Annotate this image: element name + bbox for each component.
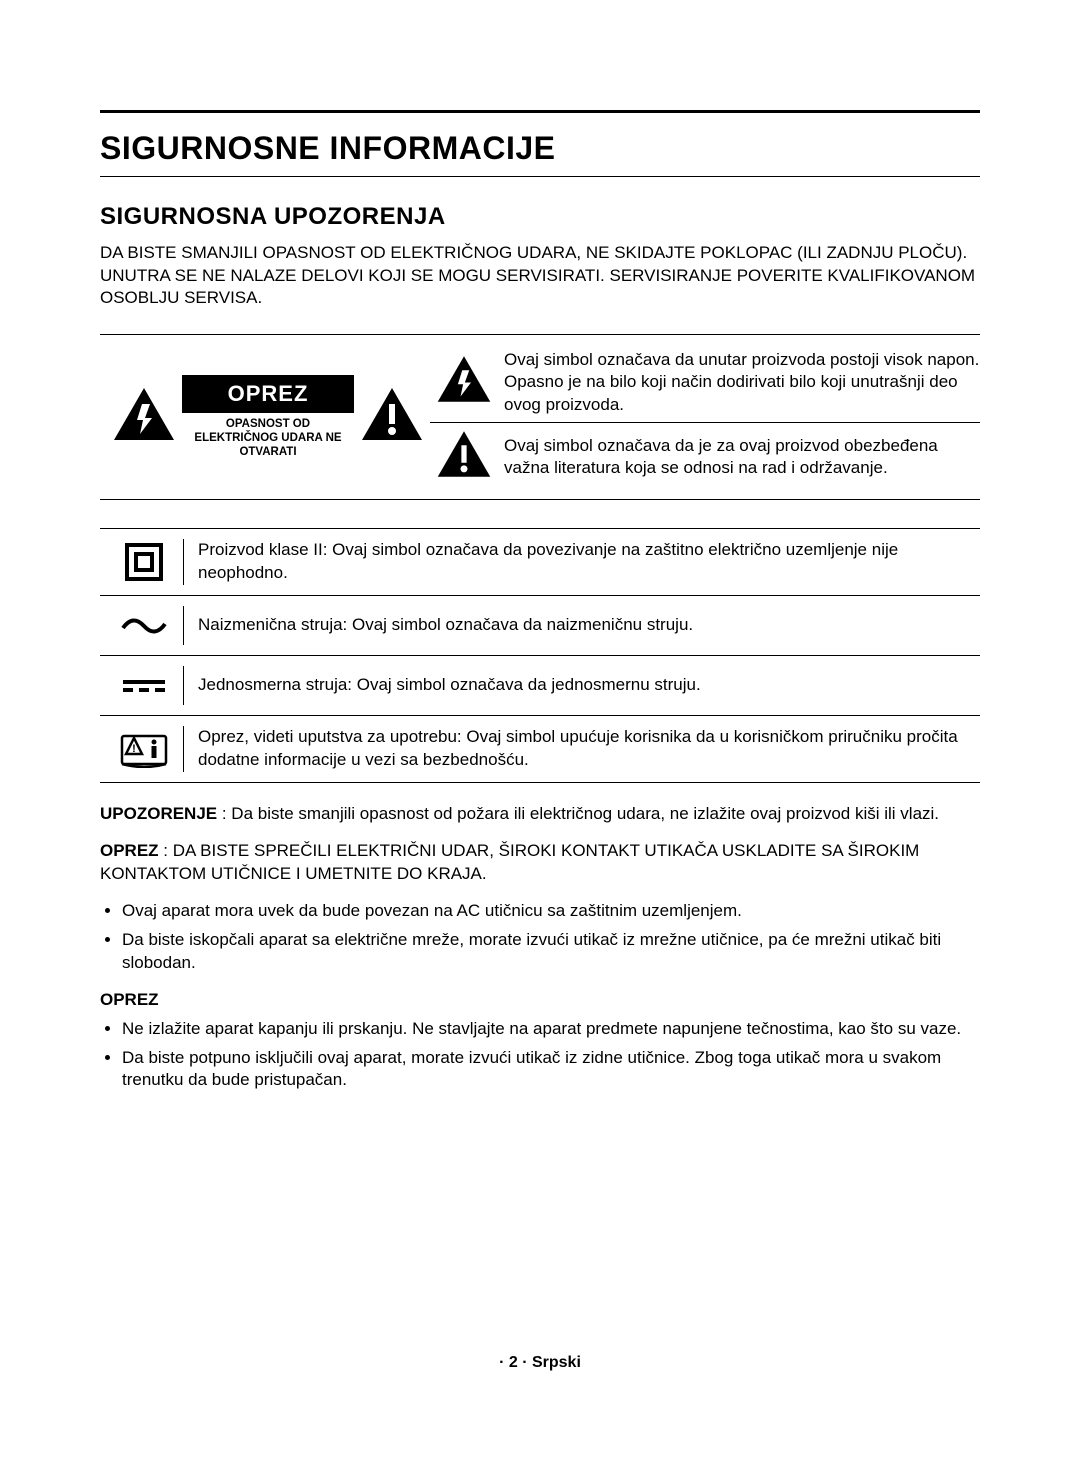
bullet-list-2: Ne izlažite aparat kapanju ili prskanju.… [100, 1018, 980, 1093]
list-item: Ne izlažite aparat kapanju ili prskanju.… [122, 1018, 980, 1041]
intro-paragraph: DA BISTE SMANJILI OPASNOST OD ELEKTRIČNO… [100, 242, 980, 311]
table-cell-text: Jednosmerna struja: Ovaj simbol označava… [184, 674, 976, 697]
table-row: ! Oprez, videti uputstva za upotrebu: Ov… [100, 715, 980, 782]
table-cell-text: Proizvod klase II: Ovaj simbol označava … [184, 539, 976, 585]
caution-left-panel: OPREZ OPASNOST OD ELEKTRIČNOG UDARA NE O… [100, 343, 430, 491]
symbol-table: Proizvod klase II: Ovaj simbol označava … [100, 528, 980, 783]
oprez-text: : DA BISTE SPREČILI ELEKTRIČNI UDAR, ŠIR… [100, 841, 919, 883]
table-cell-text: Oprez, videti uputstva za upotrebu: Ovaj… [184, 726, 976, 772]
shock-row: Ovaj simbol označava da unutar proizvoda… [430, 343, 980, 421]
mid-rule [100, 176, 980, 177]
caution-right-panel: Ovaj simbol označava da unutar proizvoda… [430, 343, 980, 491]
caution-block: OPREZ OPASNOST OD ELEKTRIČNOG UDARA NE O… [100, 334, 980, 500]
ac-icon [104, 606, 184, 645]
top-rule [100, 110, 980, 113]
heading-1: SIGURNOSNE INFORMACIJE [100, 127, 980, 170]
table-row: Proizvod klase II: Ovaj simbol označava … [100, 529, 980, 595]
bullet-list-1: Ovaj aparat mora uvek da bude povezan na… [100, 900, 980, 975]
table-cell-text: Naizmenična struja: Ovaj simbol označava… [184, 614, 976, 637]
manual-caution-icon: ! [104, 726, 184, 772]
warning-paragraph: UPOZORENJE : Da biste smanjili opasnost … [100, 803, 980, 826]
caution-sub-1: OPASNOST OD [226, 418, 310, 430]
table-row: Jednosmerna struja: Ovaj simbol označava… [100, 655, 980, 715]
heading-2: SIGURNOSNA UPOZORENJA [100, 201, 980, 233]
caution-sub-2: ELEKTRIČNOG UDARA NE [194, 432, 341, 444]
warning-label: UPOZORENJE [100, 804, 217, 823]
oprez-label: OPREZ [100, 841, 159, 860]
exclamation-text: Ovaj simbol označava da je za ovaj proiz… [504, 435, 980, 479]
caution-sub-3: OTVARATI [239, 446, 296, 458]
shock-triangle-icon [112, 386, 176, 449]
shock-text: Ovaj simbol označava da unutar proizvoda… [504, 349, 980, 415]
page-footer: · 2 · Srpski [100, 1352, 980, 1374]
warning-text: : Da biste smanjili opasnost od požara i… [217, 804, 939, 823]
list-item: Ovaj aparat mora uvek da bude povezan na… [122, 900, 980, 923]
svg-text:!: ! [132, 743, 136, 755]
class2-icon [104, 539, 184, 585]
list-item: Da biste iskopčali aparat sa električne … [122, 929, 980, 975]
exclamation-triangle-icon [436, 429, 492, 486]
caution-sub: OPASNOST OD ELEKTRIČNOG UDARA NE OTVARAT… [182, 417, 354, 460]
caution-label-box: OPREZ OPASNOST OD ELEKTRIČNOG UDARA NE O… [176, 371, 360, 464]
exclamation-triangle-icon [360, 386, 424, 449]
oprez-paragraph: OPREZ : DA BISTE SPREČILI ELEKTRIČNI UDA… [100, 840, 980, 886]
caution-title: OPREZ [182, 375, 354, 413]
table-row: Naizmenična struja: Ovaj simbol označava… [100, 595, 980, 655]
dc-icon [104, 666, 184, 705]
exclamation-row: Ovaj simbol označava da je za ovaj proiz… [430, 422, 980, 492]
list-item: Da biste potpuno isključili ovaj aparat,… [122, 1047, 980, 1093]
shock-triangle-icon [436, 354, 492, 411]
subheading-oprez: OPREZ [100, 989, 980, 1012]
